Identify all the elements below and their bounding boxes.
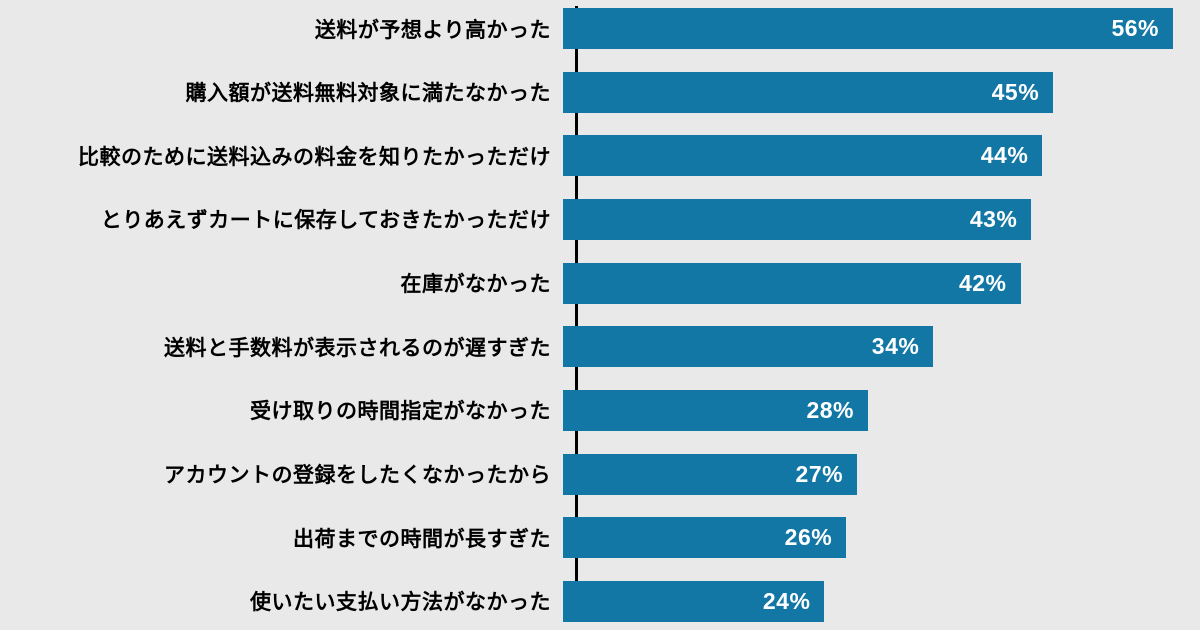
value-label: 44% xyxy=(980,142,1029,169)
bar-cell: 26% xyxy=(563,517,1200,559)
bar: 27% xyxy=(563,453,858,495)
bar-cell: 24% xyxy=(563,580,1200,622)
bar-cell: 34% xyxy=(563,326,1200,368)
bar-rows: 送料が予想より高かった 56% 購入額が送料無料対象に満たなかった 45% 比較のために… xyxy=(0,8,1200,622)
value-label: 27% xyxy=(795,460,844,487)
bar: 42% xyxy=(563,262,1021,304)
bar-row: 受け取りの時間指定がなかった 28% xyxy=(0,389,1200,431)
category-label: とりあえずカートに保存しておきたかっただけ xyxy=(100,209,551,233)
value-label: 24% xyxy=(762,587,811,614)
bar-row: 送料と手数料が表示されるのが遅すぎた 34% xyxy=(0,326,1200,368)
bar-cell: 42% xyxy=(563,262,1200,304)
bar: 44% xyxy=(563,135,1043,177)
bar-row: アカウントの登録をしたくなかったから 27% xyxy=(0,453,1200,495)
y-axis-line xyxy=(575,6,578,610)
value-label: 28% xyxy=(806,396,854,423)
value-label: 45% xyxy=(991,78,1040,105)
value-label: 56% xyxy=(1111,15,1159,41)
category-label: アカウントの登録をしたくなかったから xyxy=(164,464,551,488)
value-label: 26% xyxy=(784,524,833,551)
category-label: 送料が予想より高かった xyxy=(314,18,551,42)
bar-cell: 28% xyxy=(563,389,1200,431)
bar-cell: 27% xyxy=(563,453,1200,495)
bar: 43% xyxy=(563,198,1032,240)
value-label: 43% xyxy=(969,205,1018,232)
category-label: 送料と手数料が表示されるのが遅すぎた xyxy=(164,336,551,360)
category-label: 購入額が送料無料対象に満たなかった xyxy=(185,82,551,106)
bar-row: 購入額が送料無料対象に満たなかった 45% xyxy=(0,71,1200,113)
bar: 34% xyxy=(563,326,934,368)
category-label: 受け取りの時間指定がなかった xyxy=(250,400,551,424)
bar: 45% xyxy=(563,71,1054,113)
bar-cell: 44% xyxy=(563,135,1200,177)
category-label: 比較のために送料込みの料金を知りたかっただけ xyxy=(78,145,551,169)
bar: 26% xyxy=(563,517,847,559)
bar-row: 送料が予想より高かった 56% xyxy=(0,8,1200,49)
bar-row: 比較のために送料込みの料金を知りたかっただけ 44% xyxy=(0,135,1200,177)
bar: 24% xyxy=(563,580,825,622)
category-label: 使いたい支払い方法がなかった xyxy=(250,591,551,615)
category-label: 出荷までの時間が長すぎた xyxy=(293,527,551,551)
bar-row: 出荷までの時間が長すぎた 26% xyxy=(0,517,1200,559)
bar: 56% xyxy=(563,8,1173,49)
value-label: 42% xyxy=(958,269,1007,296)
bar-cell: 43% xyxy=(563,198,1200,240)
bar: 28% xyxy=(563,389,868,431)
value-label: 34% xyxy=(871,333,920,360)
bar-row: 使いたい支払い方法がなかった 24% xyxy=(0,580,1200,622)
bar-cell: 56% xyxy=(563,8,1200,49)
bar-row: 在庫がなかった 42% xyxy=(0,262,1200,304)
bar-row: とりあえずカートに保存しておきたかっただけ 43% xyxy=(0,198,1200,240)
bar-cell: 45% xyxy=(563,71,1200,113)
category-label: 在庫がなかった xyxy=(400,273,551,297)
